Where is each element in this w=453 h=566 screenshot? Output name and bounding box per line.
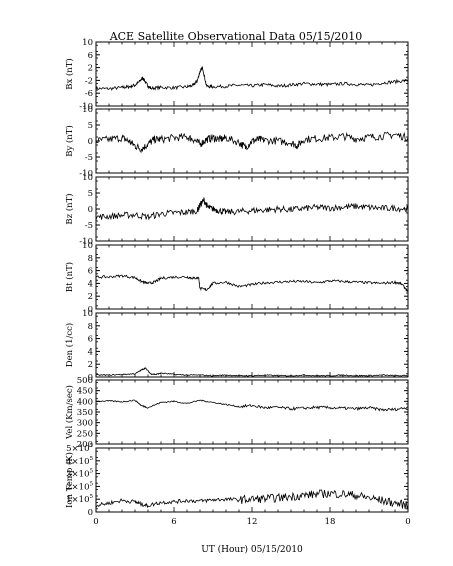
y-tick-label: 6 bbox=[88, 267, 93, 277]
panels: 10 6 2 -2 -6 -10 Bx (nT) 10 5 0 -5 -10 By (nT) 10 5 0 -5… bbox=[64, 38, 409, 518]
x-tick-label: 0 bbox=[405, 517, 410, 527]
series-line bbox=[95, 66, 409, 91]
x-tick-label: 0 bbox=[93, 517, 98, 527]
y-tick-label: 10 bbox=[82, 309, 93, 319]
panel-5: 10 8 6 4 2 0 Den (1/cc) bbox=[64, 309, 409, 383]
y-axis-label: By (nT) bbox=[64, 125, 75, 157]
y-tick-label: -5 bbox=[85, 221, 93, 231]
panel-4: 10 8 6 4 2 0 Bt (nT) bbox=[64, 241, 409, 315]
series-line bbox=[95, 399, 409, 412]
x-axis-label: UT (Hour) 05/15/2010 bbox=[201, 544, 303, 555]
y-tick-label: 10 bbox=[82, 173, 93, 183]
y-tick-label: 0 bbox=[88, 373, 93, 383]
y-tick-label: 6 bbox=[88, 335, 93, 345]
y-axis-label: Bx (nT) bbox=[64, 58, 75, 90]
y-tick-label: 0 bbox=[88, 508, 93, 518]
y-tick-label: -6 bbox=[85, 89, 93, 99]
x-axis: 0 6 12 18 0 bbox=[93, 517, 410, 527]
y-tick-label: 1×105 bbox=[66, 494, 93, 505]
y-tick-label: 5 bbox=[88, 189, 93, 199]
panel-1: 10 6 2 -2 -6 -10 Bx (nT) bbox=[64, 38, 409, 112]
y-tick-label: 5 bbox=[88, 121, 93, 131]
panel-frame bbox=[95, 244, 409, 310]
y-tick-label: -10 bbox=[79, 102, 93, 112]
y-tick-label: 3×105 bbox=[66, 469, 93, 480]
y-axis-label: Ion Temp (K) bbox=[64, 452, 75, 508]
series-line bbox=[95, 489, 409, 510]
series-line bbox=[95, 131, 409, 154]
series-line bbox=[95, 274, 409, 292]
panel-frame bbox=[95, 379, 409, 445]
y-tick-label: 400 bbox=[77, 397, 93, 407]
panel-frame bbox=[95, 41, 409, 107]
y-tick-label: 10 bbox=[82, 38, 93, 48]
y-tick-label: 0 bbox=[88, 305, 93, 315]
panel-3: 10 5 0 -5 -10 Bz (nT) bbox=[64, 173, 409, 247]
y-tick-label: 450 bbox=[77, 387, 93, 397]
x-tick-label: 18 bbox=[325, 517, 336, 527]
series-line bbox=[95, 197, 409, 221]
figure-title: ACE Satellite Observational Data 05/15/2… bbox=[109, 30, 363, 43]
y-axis-label: Den (1/cc) bbox=[64, 323, 75, 367]
y-tick-label: 4 bbox=[88, 279, 93, 289]
panel-frame bbox=[95, 312, 409, 378]
y-tick-label: 10 bbox=[82, 105, 93, 115]
series-line bbox=[95, 367, 409, 377]
x-tick-label: 6 bbox=[171, 517, 176, 527]
y-tick-label: 8 bbox=[88, 322, 93, 332]
y-tick-label: 250 bbox=[77, 429, 93, 439]
y-tick-label: 10 bbox=[82, 241, 93, 251]
y-tick-label: 2 bbox=[88, 64, 93, 74]
y-tick-label: 500 bbox=[77, 376, 93, 386]
y-axis-label: Bz (nT) bbox=[64, 193, 75, 224]
x-tick-label: 12 bbox=[247, 517, 258, 527]
y-tick-label: 6 bbox=[88, 51, 93, 61]
y-tick-label: 2 bbox=[88, 360, 93, 370]
y-tick-label: 4 bbox=[88, 347, 93, 357]
y-axis-label: Bt (nT) bbox=[64, 262, 75, 292]
y-tick-label: 200 bbox=[77, 440, 93, 450]
y-tick-label: 0 bbox=[88, 137, 93, 147]
y-tick-label: -5 bbox=[85, 153, 93, 163]
y-tick-label: 2 bbox=[88, 292, 93, 302]
y-tick-label: 5×105 bbox=[66, 443, 93, 454]
y-tick-label: -10 bbox=[79, 237, 93, 247]
y-axis-label: Vel (Km/sec) bbox=[64, 385, 75, 440]
panel-2: 10 5 0 -5 -10 By (nT) bbox=[64, 105, 409, 179]
y-tick-label: 8 bbox=[88, 254, 93, 264]
y-tick-label: 0 bbox=[88, 205, 93, 215]
y-tick-label: -10 bbox=[79, 169, 93, 179]
panel-frame bbox=[95, 447, 409, 513]
y-tick-label: -2 bbox=[85, 76, 93, 86]
y-tick-label: 2×105 bbox=[66, 481, 93, 492]
y-tick-label: 4×105 bbox=[66, 456, 93, 467]
y-tick-label: 350 bbox=[77, 408, 93, 418]
y-tick-label: 300 bbox=[77, 419, 93, 429]
